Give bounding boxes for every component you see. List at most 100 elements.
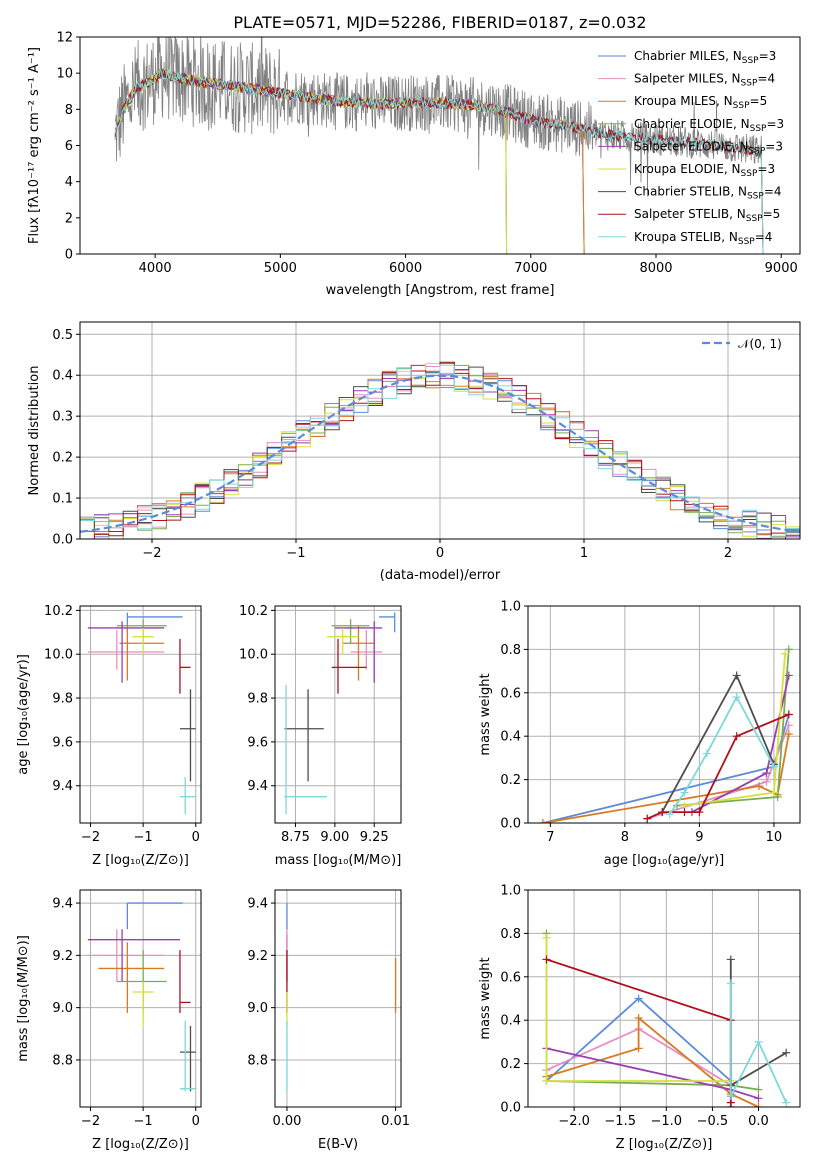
panel-mass-vs-EBV: 0.00 0.01 8.8 9.0 9.2 9.4 E(B-V) [247,889,410,1152]
error-bar-point [116,950,167,1013]
x-tick-label: −1 [134,830,153,845]
weight-line [676,649,790,807]
error-bar-point [179,638,191,694]
error-bar-point [326,627,359,655]
histogram-step-line [80,364,800,539]
error-bar-point [98,942,165,1013]
error-bar-point [119,625,165,681]
x-tick-label: 7 [546,830,554,845]
y-tick-label: 0.2 [500,1057,521,1072]
weight-marker [702,749,711,758]
x-tick-label: 8000 [639,261,672,276]
x-tick-label: 5000 [264,261,297,276]
error-bar-point [179,1020,196,1092]
normal-reference-curve [80,374,800,533]
axes-frame [79,605,202,824]
y-tick-label: 0.1 [52,492,73,507]
y-axis-label: age [log₁₀(age/yr)] [16,654,31,775]
weight-marker [726,955,735,964]
weight-marker [754,1037,763,1046]
error-bar-point [179,950,191,1013]
weight-marker [773,792,782,801]
legend-label: Kroupa ELODIE, NSSP=3 [634,162,775,179]
y-tick-label: 2 [65,211,73,226]
y-tick-label: 9.4 [52,779,73,794]
y-tick-label: 9.8 [247,692,268,707]
weight-marker [680,808,689,817]
y-axis-label: Normed distribution [27,366,42,496]
weight-marker [726,979,735,988]
y-tick-label: 10.2 [239,604,268,619]
weight-marker [782,1048,791,1057]
legend-label: 𝒩(0, 1) [738,337,782,351]
x-tick-label: −2.0 [558,1114,590,1129]
weight-marker [784,645,793,654]
histogram-step-line [80,361,800,539]
scatter-plot-area [284,612,396,815]
x-tick-label: 0 [436,546,444,561]
weight-marker [769,762,778,771]
y-axis-label: mass weight [478,673,493,755]
y-tick-label: 9.0 [52,1001,73,1016]
error-bar-point [179,1025,196,1092]
x-axis-label: Z [log₁₀(Z/Z⊙)] [92,853,189,868]
y-tick-label: 4 [65,175,73,190]
x-tick-label: −1.0 [651,1114,683,1129]
error-bar-point [331,619,370,644]
error-bar-point [284,689,324,782]
error-bar-point [87,929,165,982]
x-tick-label: 0 [192,830,200,845]
x-axis-label: Z [log₁₀(Z/Z⊙)] [92,1137,189,1152]
panel-spectrum: 4000 5000 6000 7000 8000 9000 0 2 4 6 8 10 12 PLATE=0… [27,13,801,298]
y-tick-label: 12 [56,31,73,46]
x-tick-label: −0.5 [697,1114,729,1129]
x-tick-label: 1 [580,546,588,561]
histogram-plot-area [80,361,800,539]
error-bar-point [126,612,183,633]
weight-marker [643,814,652,823]
y-tick-label: 9.4 [247,897,268,912]
x-tick-label: 0.00 [272,1114,301,1129]
weight-line [546,1016,759,1107]
weight-marker [542,955,551,964]
weight-marker [754,1085,763,1094]
legend-label: Chabrier STELIB, NSSP=4 [634,185,782,202]
weight-marker [784,671,793,680]
y-tick-label: 9.4 [52,897,73,912]
panel-residuals: −2 −1 0 1 2 0.0 0.1 0.2 0.3 0.4 0.5 (data-model)/er… [27,321,801,583]
x-tick-label: −1 [134,1114,153,1129]
x-tick-label: 8.75 [281,830,310,845]
x-tick-label: 2 [724,546,732,561]
x-axis-label: (data-model)/error [380,568,501,583]
x-tick-label: 9.25 [360,830,389,845]
weight-marker [538,819,547,823]
y-tick-label: 0.2 [52,451,73,466]
y-tick-label: 0 [65,248,73,263]
error-bar-point [378,612,396,633]
weight-plot-area [538,645,793,823]
legend-label: Chabrier MILES, NSSP=3 [634,49,776,66]
y-tick-label: 0.0 [52,533,73,548]
weight-marker [634,1044,643,1053]
x-tick-label: 4000 [139,261,172,276]
weight-marker [781,649,790,658]
weight-marker [754,1103,763,1107]
error-bar-point [179,776,196,815]
error-bar-point [284,684,327,815]
y-tick-label: 10.0 [44,648,73,663]
x-tick-label: −2 [142,546,161,561]
panel-weight-vs-age: 7 8 9 10 0.0 0.2 0.4 0.6 0.8 1.0 age [log₁₀(age/yr… [478,600,801,868]
axes-frame [527,605,801,824]
axes-frame [527,889,801,1108]
weight-marker [732,693,741,702]
panel-mass-vs-Z: −2 −1 0 8.8 9.0 9.2 9.4 Z [log₁₀(Z/Z⊙)] mass [lo… [16,889,202,1152]
x-tick-label: 7000 [514,261,547,276]
panel-age-vs-mass: 8.75 9.00 9.25 9.4 9.6 9.8 10.0 10.2 mass [log₁₀… [239,604,402,868]
axes-frame [79,889,202,1108]
error-bar-point [87,621,165,683]
weight-marker [634,1014,643,1023]
weight-marker [784,730,793,739]
x-tick-label: −1.5 [604,1114,636,1129]
weight-marker [680,788,689,797]
